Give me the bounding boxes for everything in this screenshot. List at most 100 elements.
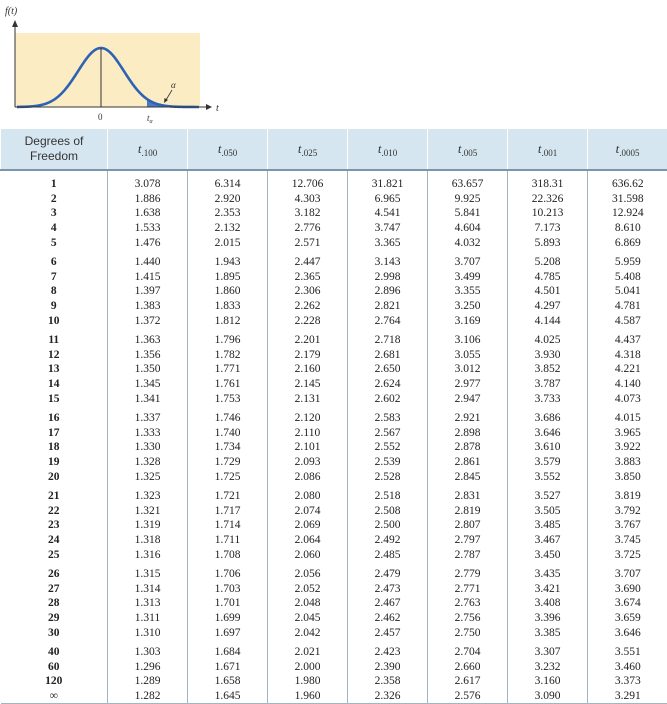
- df-cell: 2: [1, 192, 108, 207]
- critical-value-cell: 3.307: [508, 640, 588, 660]
- critical-value-cell: 1.980: [268, 674, 348, 689]
- critical-value-cell: 2.101: [268, 440, 348, 455]
- critical-value-cell: 2.771: [428, 581, 508, 596]
- critical-value-cell: 2.052: [268, 581, 348, 596]
- df-cell: 5: [1, 235, 108, 250]
- df-cell: 10: [1, 313, 108, 328]
- df-cell: 12: [1, 348, 108, 363]
- critical-value-cell: 4.140: [588, 377, 667, 392]
- critical-value-cell: 5.893: [508, 235, 588, 250]
- critical-value-cell: 2.583: [348, 406, 428, 426]
- critical-value-cell: 1.740: [188, 426, 268, 441]
- critical-value-cell: 2.528: [348, 469, 428, 484]
- y-axis-arrow: [12, 20, 18, 27]
- critical-value-cell: 4.587: [588, 313, 667, 328]
- critical-value-cell: 3.745: [588, 533, 667, 548]
- critical-value-cell: 2.145: [268, 377, 348, 392]
- critical-value-cell: 3.922: [588, 440, 667, 455]
- critical-value-cell: 2.132: [188, 221, 268, 236]
- critical-value-cell: 2.718: [348, 328, 428, 348]
- critical-value-cell: 2.120: [268, 406, 348, 426]
- critical-value-cell: 3.460: [588, 659, 667, 674]
- header-label-line2: Freedom: [1, 149, 107, 164]
- critical-value-cell: 2.485: [348, 547, 428, 562]
- critical-value-cell: 3.527: [508, 484, 588, 504]
- critical-value-cell: 318.31: [508, 170, 588, 192]
- critical-value-cell: 1.734: [188, 440, 268, 455]
- critical-value-cell: 1.711: [188, 533, 268, 548]
- critical-value-cell: 1.383: [108, 299, 188, 314]
- critical-value-cell: 3.090: [508, 689, 588, 704]
- df-cell: 11: [1, 328, 108, 348]
- degrees-of-freedom-header: Degrees of Freedom: [1, 129, 108, 170]
- critical-value-cell: 7.173: [508, 221, 588, 236]
- critical-value-cell: 2.660: [428, 659, 508, 674]
- critical-value-cell: 1.316: [108, 547, 188, 562]
- critical-value-cell: 4.015: [588, 406, 667, 426]
- critical-value-cell: 5.041: [588, 284, 667, 299]
- critical-value-cell: 2.571: [268, 235, 348, 250]
- critical-value-cell: 3.852: [508, 362, 588, 377]
- critical-value-cell: 31.821: [348, 170, 428, 192]
- critical-value-cell: 2.447: [268, 250, 348, 270]
- critical-value-cell: 2.000: [268, 659, 348, 674]
- critical-value-cell: 2.042: [268, 625, 348, 640]
- df-cell: 30: [1, 625, 108, 640]
- critical-value-cell: 2.821: [348, 299, 428, 314]
- critical-value-cell: 3.725: [588, 547, 667, 562]
- critical-value-cell: 1.313: [108, 596, 188, 611]
- critical-value-cell: 1.319: [108, 518, 188, 533]
- critical-value-cell: 2.358: [348, 674, 428, 689]
- df-cell: ∞: [1, 689, 108, 704]
- critical-value-cell: 3.850: [588, 469, 667, 484]
- t-alpha-label: tα: [147, 113, 154, 125]
- critical-value-cell: 3.552: [508, 469, 588, 484]
- critical-value-cell: 1.761: [188, 377, 268, 392]
- critical-value-cell: 1.337: [108, 406, 188, 426]
- critical-value-cell: 4.604: [428, 221, 508, 236]
- critical-value-cell: 2.567: [348, 426, 428, 441]
- critical-value-cell: 2.080: [268, 484, 348, 504]
- df-cell: 6: [1, 250, 108, 270]
- critical-value-cell: 4.781: [588, 299, 667, 314]
- critical-value-cell: 4.318: [588, 348, 667, 363]
- critical-value-cell: 2.947: [428, 391, 508, 406]
- critical-value-cell: 1.753: [188, 391, 268, 406]
- figure-panel: [15, 33, 200, 107]
- critical-value-cell: 2.326: [348, 689, 428, 704]
- critical-value-cell: 4.437: [588, 328, 667, 348]
- critical-value-cell: 6.965: [348, 192, 428, 207]
- critical-value-cell: 1.717: [188, 503, 268, 518]
- critical-value-cell: 12.706: [268, 170, 348, 192]
- critical-value-cell: 2.576: [428, 689, 508, 704]
- critical-value-cell: 3.686: [508, 406, 588, 426]
- critical-value-cell: 1.341: [108, 391, 188, 406]
- critical-value-cell: 3.291: [588, 689, 667, 704]
- critical-value-cell: 1.701: [188, 596, 268, 611]
- critical-value-cell: 3.747: [348, 221, 428, 236]
- critical-value-cell: 2.462: [348, 611, 428, 626]
- critical-value-cell: 2.539: [348, 455, 428, 470]
- critical-value-cell: 4.297: [508, 299, 588, 314]
- critical-value-cell: 3.160: [508, 674, 588, 689]
- critical-value-cell: 2.878: [428, 440, 508, 455]
- critical-value-cell: 1.363: [108, 328, 188, 348]
- critical-value-cell: 3.674: [588, 596, 667, 611]
- critical-value-cell: 1.415: [108, 270, 188, 285]
- critical-value-cell: 2.998: [348, 270, 428, 285]
